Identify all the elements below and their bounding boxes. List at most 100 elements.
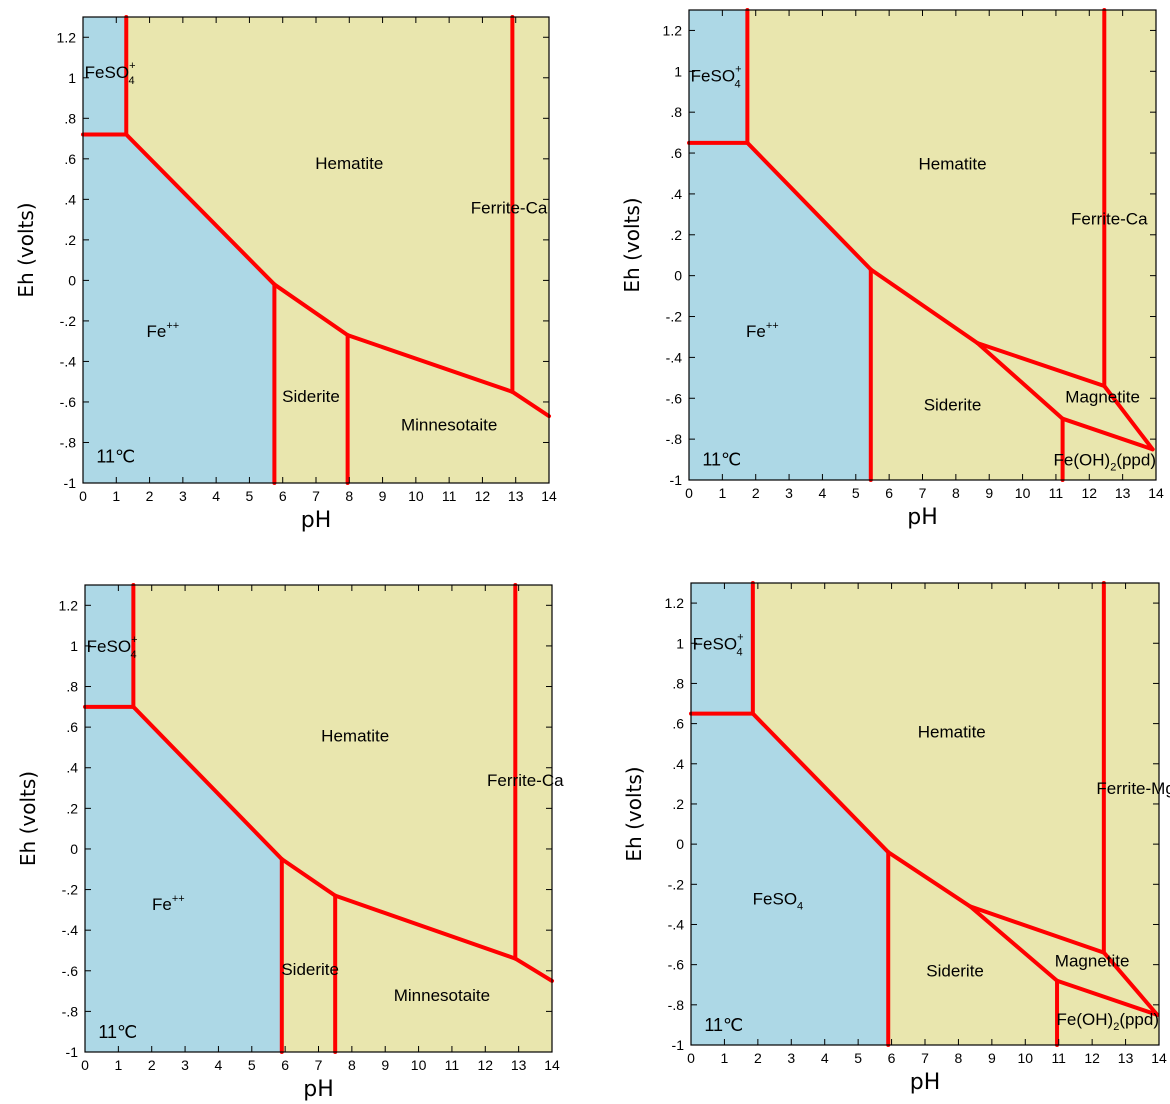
y-tick-label: -1: [670, 472, 683, 488]
x-tick-label: 0: [79, 488, 87, 504]
x-tick-label: 2: [148, 1057, 156, 1073]
phase-boundary-line: [510, 389, 551, 419]
x-tick-label: 6: [281, 1057, 289, 1073]
region-label: Fe(OH)2(ppd): [1054, 451, 1156, 474]
y-tick-label: 1: [68, 70, 76, 86]
x-axis-title: pH: [301, 508, 332, 533]
region-label-main: 11℃: [98, 1022, 137, 1042]
phase-boundary-line: [345, 333, 515, 394]
region-label: Hematite: [321, 726, 389, 745]
phase-diagram-chart: 0 1 2 3 4 5 6 7 8 9 10 11 12 13 14-1-.8-.6-.4-.20.2.4.…: [16, 583, 564, 1102]
region-label-main: Minnesotaite: [394, 986, 490, 1005]
region-label-sup: +: [735, 64, 741, 76]
region-label-main: Ferrite-Ca: [1071, 210, 1148, 229]
x-axis-title: pH: [907, 505, 938, 530]
y-axis-title: Eh (volts): [16, 771, 40, 866]
region-label: FeSO4: [753, 889, 804, 912]
region-label-sub: 2: [1110, 462, 1116, 474]
region-label: Fe++: [152, 893, 185, 914]
y-tick-label: 1.2: [57, 29, 77, 45]
region-label: Magnetite: [1065, 387, 1140, 406]
region-label-main: Fe(OH): [1054, 451, 1111, 470]
y-tick-label: -.8: [62, 1003, 79, 1019]
y-tick-label: .4: [672, 756, 684, 772]
x-tick-label: 7: [921, 1050, 929, 1066]
y-tick-label: .2: [66, 800, 78, 816]
x-tick-label: 7: [312, 488, 320, 504]
y-tick-label: .4: [66, 760, 78, 776]
y-tick-label: -.8: [668, 997, 685, 1013]
region-label-sup: +: [129, 60, 135, 72]
y-tick-label: 1: [674, 63, 682, 79]
region-label-main: FeSO: [691, 67, 735, 86]
region-label-main: Hematite: [315, 154, 383, 173]
y-tick-label: -.6: [666, 390, 683, 406]
aqueous-phase-region: [83, 17, 275, 483]
chart-panel-bottom-left: 0 1 2 3 4 5 6 7 8 9 10 11 12 13 14 -1 -.8 -.6 -.4 -.2 0.2.4.…: [0, 552, 585, 1104]
y-tick-label: -.4: [668, 916, 685, 932]
x-tick-label: 11: [1049, 485, 1064, 501]
x-tick-label: 8: [952, 485, 960, 501]
y-tick-label: 1.2: [59, 597, 79, 613]
x-tick-label: 12: [1081, 485, 1097, 501]
y-tick-label: .8: [670, 104, 682, 120]
x-tick-label: 9: [988, 1050, 996, 1066]
x-tick-label: 14: [1151, 1050, 1167, 1066]
y-tick-label: .8: [66, 679, 78, 695]
region-label-sup: ++: [172, 893, 185, 905]
phase-boundary-line: [279, 857, 338, 898]
temperature-label: 11℃: [704, 1015, 743, 1035]
x-tick-label: 4: [212, 488, 220, 504]
x-tick-label: 1: [718, 485, 726, 501]
y-tick-label: -.4: [666, 349, 683, 365]
x-tick-label: 3: [181, 1057, 189, 1073]
region-label-main: FeSO: [87, 637, 131, 656]
x-tick-label: 5: [248, 1057, 256, 1073]
phase-boundary-line: [968, 904, 1060, 983]
y-tick-label: -.4: [60, 353, 77, 369]
x-tick-label: 5: [246, 488, 254, 504]
x-tick-label: 4: [821, 1050, 829, 1066]
x-axis-title: pH: [303, 1077, 334, 1102]
x-tick-label: 8: [348, 1057, 356, 1073]
region-label: Hematite: [919, 154, 987, 173]
region-label: Ferrite-Mg: [1096, 779, 1170, 798]
phase-boundary-line: [272, 282, 350, 338]
region-label-main: Siderite: [924, 396, 982, 415]
x-axis-title: pH: [910, 1070, 941, 1095]
y-tick-label: -.6: [62, 963, 79, 979]
region-label-main: 11℃: [96, 447, 135, 467]
region-label: Minnesotaite: [401, 415, 497, 434]
aqueous-phase-region: [689, 10, 871, 480]
region-label: Ferrite-Ca: [1071, 210, 1148, 229]
x-tick-label: 6: [885, 485, 893, 501]
y-tick-label: .6: [672, 716, 684, 732]
region-label-suffix: (ppd): [1119, 1010, 1159, 1029]
region-label-main: Fe(OH): [1057, 1010, 1114, 1029]
x-tick-label: 2: [146, 488, 154, 504]
x-tick-label: 10: [408, 488, 424, 504]
x-tick-label: 3: [179, 488, 187, 504]
y-tick-label: -1: [672, 1037, 685, 1053]
y-tick-label: .6: [64, 151, 76, 167]
y-tick-label: .2: [670, 227, 682, 243]
y-tick-label: -.2: [60, 313, 77, 329]
x-tick-label: 9: [381, 1057, 389, 1073]
x-tick-label: 13: [508, 488, 524, 504]
x-tick-label: 10: [411, 1057, 427, 1073]
region-label-main: Siderite: [281, 960, 339, 979]
phase-boundary-line: [975, 341, 1065, 421]
aqueous-phase-region: [85, 585, 282, 1052]
region-label-suffix: (ppd): [1116, 451, 1156, 470]
x-tick-label: 2: [752, 485, 760, 501]
region-label: Hematite: [918, 723, 986, 742]
y-tick-label: 1: [676, 635, 684, 651]
phase-diagram-chart: 0 1 2 3 4 5 6 7 8 9 10 11 12 13 14-1-.8-.6-.4-.20.2.4.…: [14, 15, 557, 533]
phase-diagram-chart: 0 1 2 3 4 5 6 7 8 9 10 11 12 13 14-1-.8-.6-.4-.20.2.4.…: [622, 581, 1170, 1095]
x-tick-label: 10: [1017, 1050, 1033, 1066]
region-label-main: Fe: [147, 322, 167, 341]
phase-boundary-line: [1101, 950, 1160, 1017]
region-label-main: 11℃: [704, 1015, 743, 1035]
x-tick-label: 5: [854, 1050, 862, 1066]
phase-boundary-line: [868, 267, 980, 346]
